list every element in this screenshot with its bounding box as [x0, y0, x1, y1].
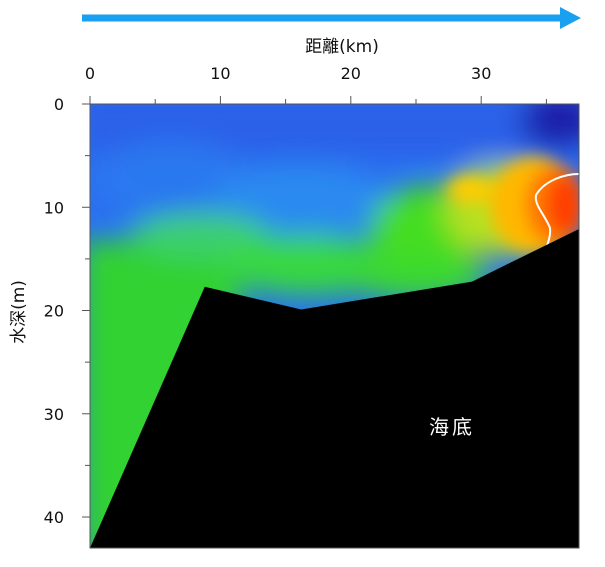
y-tick-label: 20 — [44, 302, 64, 321]
y-tick-label: 0 — [54, 95, 64, 114]
heatmap-field — [90, 104, 579, 548]
y-tick-label: 40 — [44, 508, 64, 527]
x-tick-label: 30 — [471, 64, 491, 83]
y-axis-ticks: 0 10 20 30 40 — [44, 95, 90, 527]
seabed-polygon — [90, 228, 579, 548]
plot-frame — [89, 103, 580, 549]
y-tick-label: 30 — [44, 405, 64, 424]
y-axis-title: 水深(m) — [9, 280, 29, 344]
seabed-label: 海底 — [429, 415, 475, 439]
x-tick-label: 20 — [341, 64, 361, 83]
x-tick-label: 10 — [210, 64, 230, 83]
x-axis-ticks: 0 10 20 30 — [85, 64, 547, 104]
x-axis-title: 距離(km) — [305, 37, 379, 57]
direction-arrow — [82, 7, 581, 29]
contour-line — [534, 173, 579, 247]
y-tick-label: 10 — [44, 198, 64, 217]
x-tick-label: 0 — [85, 64, 95, 83]
